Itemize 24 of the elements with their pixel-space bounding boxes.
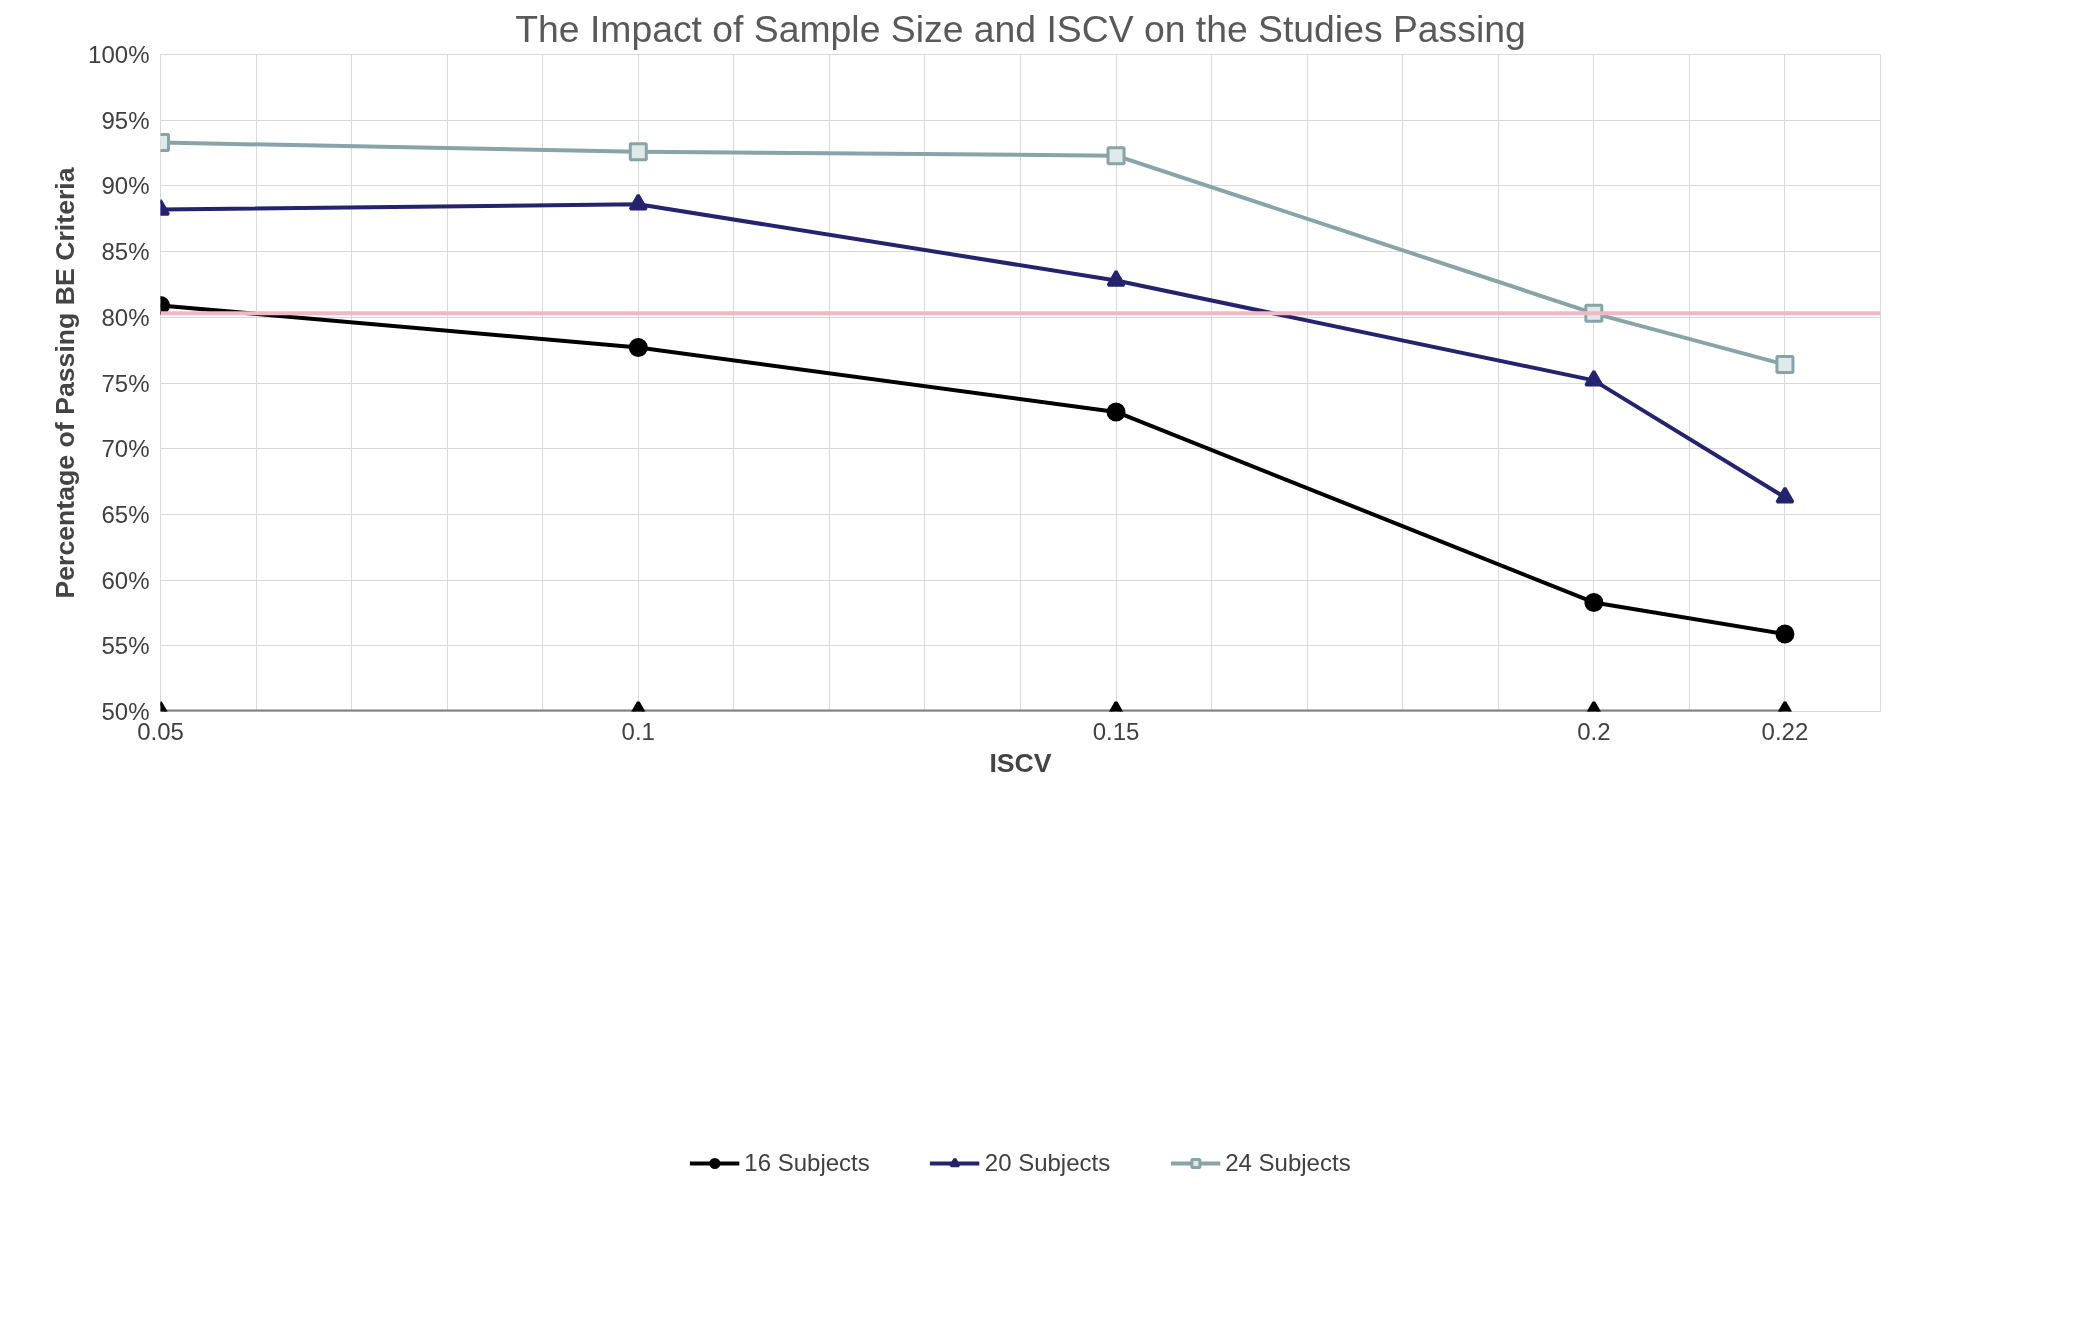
y-tick-label: 80% — [101, 303, 150, 331]
x-tick-label: 0.2 — [1577, 717, 1611, 745]
x-axis-title: ISCV — [989, 747, 1052, 778]
point — [1775, 486, 1795, 504]
chart-title: The Impact of Sample Size and ISCV on the Studies Passing — [515, 7, 1526, 50]
x-tick-label: 0.1 — [621, 717, 655, 745]
point — [1584, 369, 1604, 387]
legend-label: 20 Subjects — [984, 1149, 1111, 1177]
y-tick-label: 55% — [101, 632, 150, 660]
point — [1106, 269, 1126, 287]
y-tick-label: 85% — [101, 238, 150, 266]
y-axis-title: Percentage of Passing BE Criteria — [50, 167, 81, 599]
x-tick-label: 0.15 — [1092, 717, 1140, 745]
x-tick-label: 0.22 — [1761, 717, 1809, 745]
legend-label: 24 Subjects — [1225, 1149, 1351, 1177]
y-tick-label: 60% — [101, 566, 150, 594]
y-tick-label: 100% — [88, 41, 150, 68]
legend-label: 16 Subjects — [744, 1149, 870, 1177]
y-tick-label: 95% — [101, 106, 150, 134]
y-tick-label: 65% — [101, 500, 150, 528]
point — [1106, 146, 1126, 166]
y-tick-label: 90% — [101, 172, 150, 200]
y-tick-label: 75% — [101, 369, 150, 397]
y-tick-label: 70% — [101, 435, 150, 463]
